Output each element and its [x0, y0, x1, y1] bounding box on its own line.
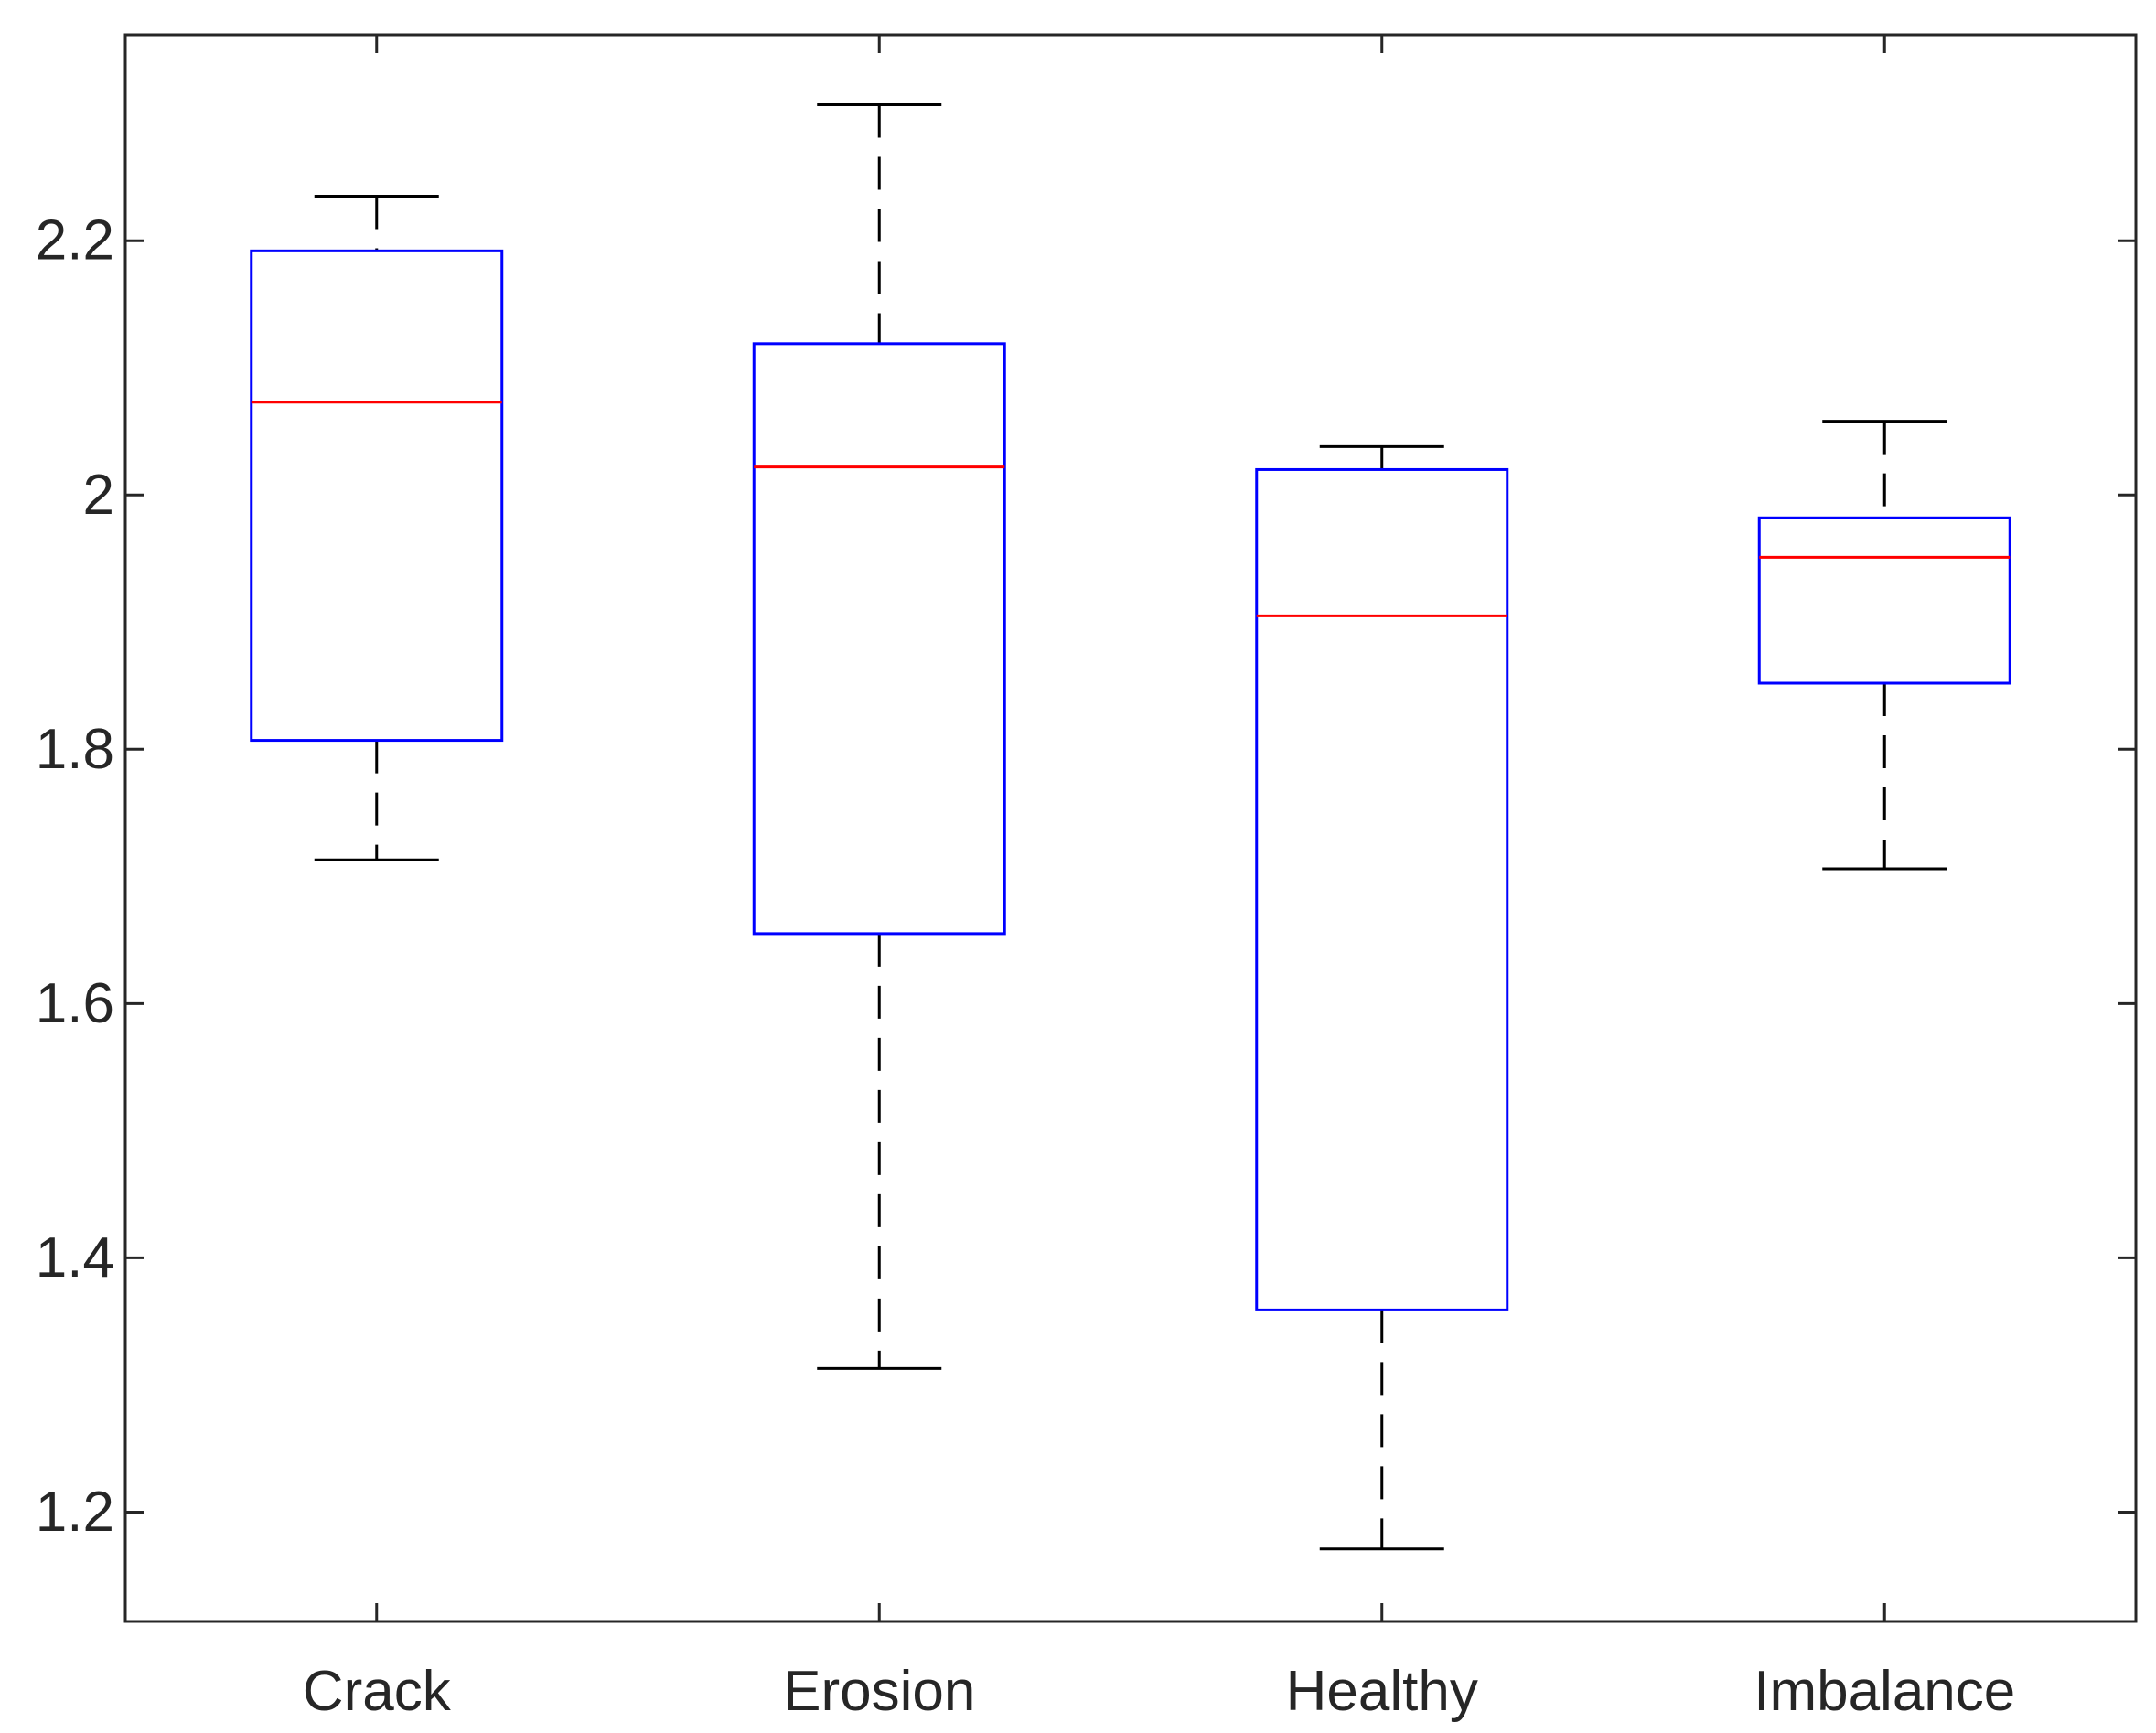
x-tick-label: Erosion [783, 1660, 975, 1723]
y-tick-label: 1.2 [36, 1481, 114, 1544]
box-iqr [1757, 516, 2011, 685]
x-tick-labels: Crack Erosion Healthy Imbalance [303, 1660, 2015, 1723]
box-group [250, 195, 504, 861]
box-group [1757, 420, 2011, 871]
y-tick-label: 1.6 [36, 972, 114, 1035]
x-tick-label: Imbalance [1754, 1660, 2015, 1723]
x-tick-label: Crack [303, 1660, 452, 1723]
y-tick-label: 1.8 [36, 718, 114, 781]
y-tick-label: 2 [83, 464, 114, 527]
axes-frame [123, 33, 2138, 1623]
boxes [250, 102, 2011, 1551]
tick-marks [125, 35, 2136, 1621]
y-tick-label: 2.2 [36, 209, 114, 273]
box-group [752, 102, 1006, 1370]
box-iqr [752, 342, 1006, 936]
box-iqr [1255, 467, 1509, 1311]
plot-background [125, 35, 2136, 1621]
box-group [1255, 444, 1509, 1551]
y-tick-label: 1.4 [36, 1226, 114, 1289]
y-tick-labels: 1.2 1.4 1.6 1.8 2 2.2 [36, 209, 114, 1544]
box-iqr [250, 249, 504, 743]
x-tick-label: Healthy [1286, 1660, 1478, 1723]
